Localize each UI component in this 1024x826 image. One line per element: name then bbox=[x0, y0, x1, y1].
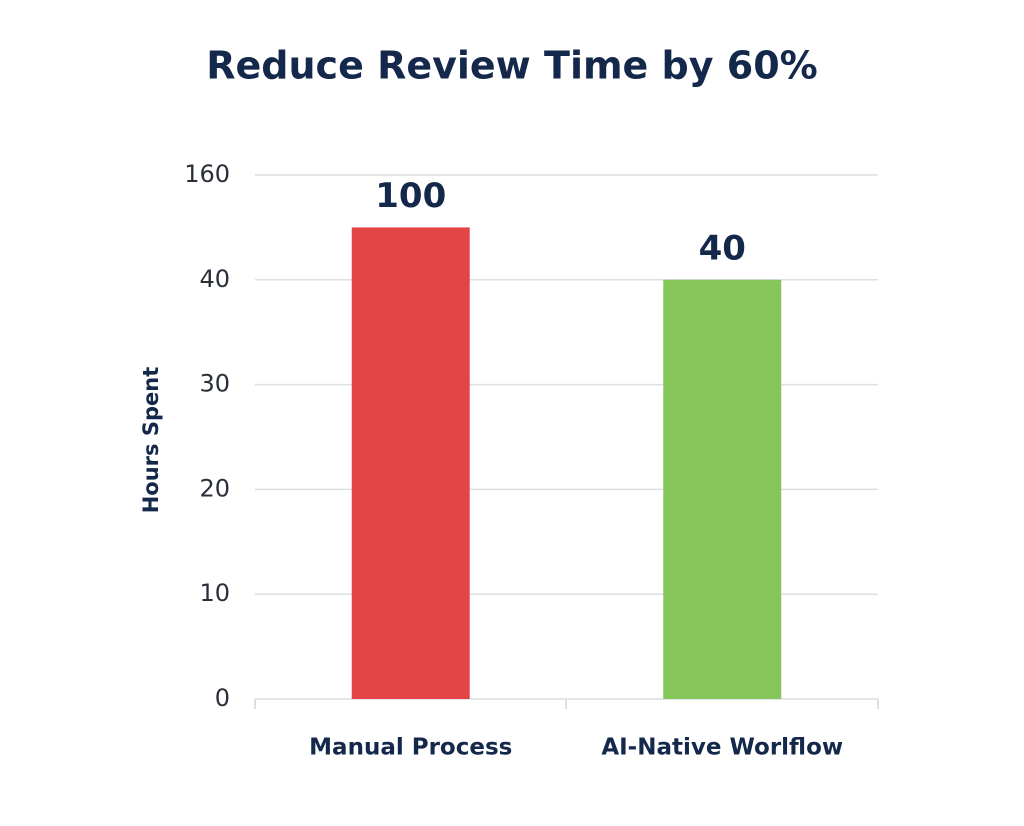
y-tick-label: 20 bbox=[199, 474, 230, 502]
y-tick-label: 0 bbox=[215, 684, 230, 712]
value-label: 100 bbox=[375, 176, 446, 216]
bar bbox=[351, 227, 470, 699]
axis-ticks bbox=[254, 699, 879, 709]
y-tick-label: 160 bbox=[184, 160, 230, 188]
chart-title: Reduce Review Time by 60% bbox=[206, 44, 817, 88]
x-tick-label: AI-Native Worlflow bbox=[601, 735, 843, 761]
y-tick-label: 10 bbox=[199, 579, 230, 607]
y-tick-label: 30 bbox=[199, 370, 230, 398]
value-label: 40 bbox=[699, 228, 746, 268]
bar bbox=[663, 279, 782, 699]
y-axis-label: Hours Spent bbox=[139, 367, 163, 514]
y-tick-label: 40 bbox=[199, 265, 230, 293]
x-tick-label: Manual Process bbox=[309, 735, 512, 761]
